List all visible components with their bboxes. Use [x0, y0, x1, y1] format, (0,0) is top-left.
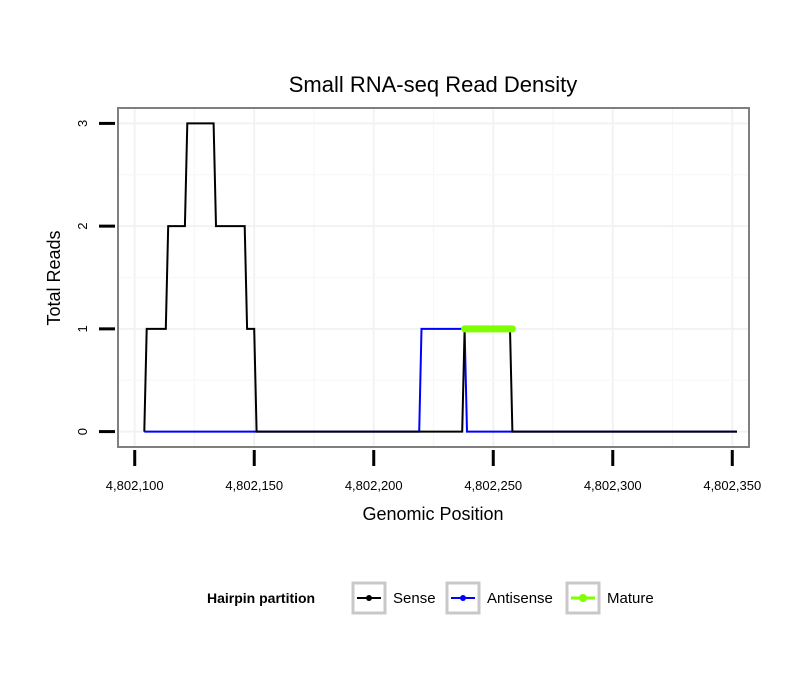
y-tick-label: 0 [75, 428, 90, 435]
plot-panel-border [117, 107, 750, 448]
y-tick-label: 3 [75, 120, 90, 127]
y-axis-title: Total Reads [44, 230, 64, 325]
chart-title: Small RNA-seq Read Density [289, 72, 578, 97]
legend-point-mature [579, 594, 587, 602]
legend-point-sense [366, 595, 372, 601]
y-tick-label: 2 [75, 222, 90, 229]
x-tick-label: 4,802,150 [225, 478, 283, 493]
x-axis-ticks: 4,802,100 4,802,150 4,802,200 4,802,250 4,80… [106, 450, 761, 493]
legend-point-antisense [460, 595, 466, 601]
y-tick-label: 1 [75, 325, 90, 332]
x-tick-label: 4,802,300 [584, 478, 642, 493]
y-axis-ticks: 0 1 2 3 [75, 120, 115, 435]
x-axis-title: Genomic Position [362, 504, 503, 524]
legend-title: Hairpin partition [207, 590, 315, 606]
legend-label-sense: Sense [393, 590, 436, 607]
legend-label-mature: Mature [607, 590, 654, 607]
legend: Hairpin partition Sense Antisense Mature [207, 581, 654, 615]
x-tick-label: 4,802,100 [106, 478, 164, 493]
series-lines [143, 122, 737, 433]
x-tick-label: 4,802,350 [703, 478, 761, 493]
x-tick-label: 4,802,200 [345, 478, 403, 493]
legend-label-antisense: Antisense [487, 590, 553, 607]
x-tick-label: 4,802,250 [464, 478, 522, 493]
